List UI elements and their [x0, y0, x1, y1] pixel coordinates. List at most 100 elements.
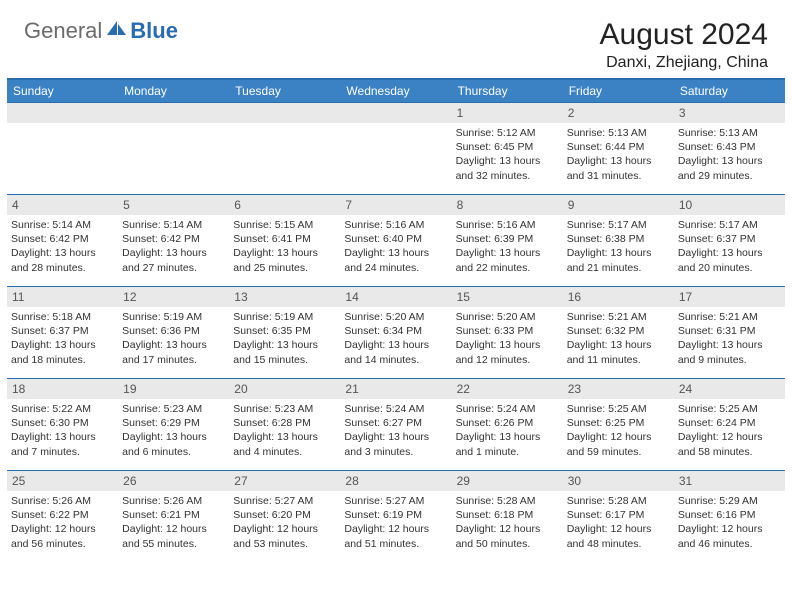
calendar-day-cell: 25Sunrise: 5:26 AMSunset: 6:22 PMDayligh…	[7, 471, 118, 563]
calendar-day-cell: 10Sunrise: 5:17 AMSunset: 6:37 PMDayligh…	[674, 195, 785, 287]
month-title: August 2024	[600, 18, 768, 52]
day-number: 23	[563, 379, 674, 399]
calendar-day-cell: 8Sunrise: 5:16 AMSunset: 6:39 PMDaylight…	[452, 195, 563, 287]
sunrise-line: Sunrise: 5:25 AM	[678, 402, 781, 416]
logo-text-general: General	[24, 18, 102, 44]
calendar-day-cell: 11Sunrise: 5:18 AMSunset: 6:37 PMDayligh…	[7, 287, 118, 379]
sunrise-line: Sunrise: 5:27 AM	[233, 494, 336, 508]
sunset-line: Sunset: 6:42 PM	[122, 232, 225, 246]
calendar-day-cell: 24Sunrise: 5:25 AMSunset: 6:24 PMDayligh…	[674, 379, 785, 471]
day-number: 2	[563, 103, 674, 123]
day-number: 4	[7, 195, 118, 215]
daylight-line: Daylight: 13 hours and 29 minutes.	[678, 154, 781, 182]
calendar-day-cell: 20 Sunrise: 5:23 AMSunset: 6:28 PMDayligh…	[229, 379, 340, 471]
day-number: 21	[340, 379, 451, 399]
sunset-line: Sunset: 6:34 PM	[344, 324, 447, 338]
sunset-line: Sunset: 6:27 PM	[344, 416, 447, 430]
day-number: 15	[452, 287, 563, 307]
calendar-day-cell	[7, 103, 118, 195]
sunset-line: Sunset: 6:16 PM	[678, 508, 781, 522]
calendar-day-cell: 12Sunrise: 5:19 AMSunset: 6:36 PMDayligh…	[118, 287, 229, 379]
day-number	[340, 103, 451, 123]
day-details: Sunrise: 5:22 AMSunset: 6:30 PMDaylight:…	[7, 399, 118, 461]
sunrise-line: Sunrise: 5:16 AM	[344, 218, 447, 232]
weekday-header: Saturday	[674, 79, 785, 103]
sunset-line: Sunset: 6:35 PM	[233, 324, 336, 338]
sunrise-line: Sunrise: 5:17 AM	[567, 218, 670, 232]
day-details: Sunrise: 5:15 AMSunset: 6:41 PMDaylight:…	[229, 215, 340, 277]
calendar-day-cell: 13Sunrise: 5:19 AMSunset: 6:35 PMDayligh…	[229, 287, 340, 379]
calendar-week-row: 18Sunrise: 5:22 AMSunset: 6:30 PMDayligh…	[7, 379, 785, 471]
sunrise-line: Sunrise: 5:17 AM	[678, 218, 781, 232]
sunrise-line: Sunrise: 5:18 AM	[11, 310, 114, 324]
sunset-line: Sunset: 6:17 PM	[567, 508, 670, 522]
sunset-line: Sunset: 6:38 PM	[567, 232, 670, 246]
sunset-line: Sunset: 6:18 PM	[456, 508, 559, 522]
calendar-day-cell: 9Sunrise: 5:17 AMSunset: 6:38 PMDaylight…	[563, 195, 674, 287]
day-details: Sunrise: 5:23 AMSunset: 6:29 PMDaylight:…	[118, 399, 229, 461]
calendar-day-cell: 31Sunrise: 5:29 AMSunset: 6:16 PMDayligh…	[674, 471, 785, 563]
calendar-table: Sunday Monday Tuesday Wednesday Thursday…	[7, 78, 785, 563]
calendar-day-cell: 18Sunrise: 5:22 AMSunset: 6:30 PMDayligh…	[7, 379, 118, 471]
day-number: 30	[563, 471, 674, 491]
calendar-day-cell: 14Sunrise: 5:20 AMSunset: 6:34 PMDayligh…	[340, 287, 451, 379]
weekday-header: Tuesday	[229, 79, 340, 103]
sunset-line: Sunset: 6:28 PM	[233, 416, 336, 430]
calendar-week-row: 25Sunrise: 5:26 AMSunset: 6:22 PMDayligh…	[7, 471, 785, 563]
calendar-day-cell: 26Sunrise: 5:26 AMSunset: 6:21 PMDayligh…	[118, 471, 229, 563]
calendar-body: 1Sunrise: 5:12 AMSunset: 6:45 PMDaylight…	[7, 103, 785, 563]
sunrise-line: Sunrise: 5:14 AM	[122, 218, 225, 232]
day-details: Sunrise: 5:21 AMSunset: 6:31 PMDaylight:…	[674, 307, 785, 369]
weekday-header: Thursday	[452, 79, 563, 103]
day-number: 25	[7, 471, 118, 491]
sunset-line: Sunset: 6:24 PM	[678, 416, 781, 430]
calendar-day-cell: 2Sunrise: 5:13 AMSunset: 6:44 PMDaylight…	[563, 103, 674, 195]
calendar-week-row: 11Sunrise: 5:18 AMSunset: 6:37 PMDayligh…	[7, 287, 785, 379]
day-number: 20	[229, 379, 340, 399]
day-number: 16	[563, 287, 674, 307]
day-details: Sunrise: 5:13 AMSunset: 6:43 PMDaylight:…	[674, 123, 785, 185]
weekday-header: Monday	[118, 79, 229, 103]
day-details: Sunrise: 5:14 AMSunset: 6:42 PMDaylight:…	[118, 215, 229, 277]
weekday-header: Friday	[563, 79, 674, 103]
daylight-line: Daylight: 13 hours and 24 minutes.	[344, 246, 447, 274]
sunset-line: Sunset: 6:42 PM	[11, 232, 114, 246]
sunset-line: Sunset: 6:39 PM	[456, 232, 559, 246]
sunrise-line: Sunrise: 5:25 AM	[567, 402, 670, 416]
daylight-line: Daylight: 12 hours and 53 minutes.	[233, 522, 336, 550]
day-details: Sunrise: 5:27 AMSunset: 6:20 PMDaylight:…	[229, 491, 340, 553]
day-number: 28	[340, 471, 451, 491]
day-number: 18	[7, 379, 118, 399]
sunset-line: Sunset: 6:26 PM	[456, 416, 559, 430]
calendar-day-cell: 23Sunrise: 5:25 AMSunset: 6:25 PMDayligh…	[563, 379, 674, 471]
calendar-day-cell	[118, 103, 229, 195]
day-details: Sunrise: 5:20 AMSunset: 6:34 PMDaylight:…	[340, 307, 451, 369]
sunrise-line: Sunrise: 5:23 AM	[233, 402, 336, 416]
daylight-line: Daylight: 13 hours and 14 minutes.	[344, 338, 447, 366]
daylight-line: Daylight: 13 hours and 25 minutes.	[233, 246, 336, 274]
calendar-day-cell: 16Sunrise: 5:21 AMSunset: 6:32 PMDayligh…	[563, 287, 674, 379]
sunset-line: Sunset: 6:44 PM	[567, 140, 670, 154]
daylight-line: Daylight: 12 hours and 46 minutes.	[678, 522, 781, 550]
calendar-day-cell: 7Sunrise: 5:16 AMSunset: 6:40 PMDaylight…	[340, 195, 451, 287]
day-details: Sunrise: 5:26 AMSunset: 6:22 PMDaylight:…	[7, 491, 118, 553]
day-number: 6	[229, 195, 340, 215]
location: Danxi, Zhejiang, China	[600, 54, 768, 72]
daylight-line: Daylight: 13 hours and 6 minutes.	[122, 430, 225, 458]
daylight-line: Daylight: 13 hours and 7 minutes.	[11, 430, 114, 458]
daylight-line: Daylight: 12 hours and 50 minutes.	[456, 522, 559, 550]
daylight-line: Daylight: 13 hours and 11 minutes.	[567, 338, 670, 366]
calendar-day-cell: 15Sunrise: 5:20 AMSunset: 6:33 PMDayligh…	[452, 287, 563, 379]
day-number: 22	[452, 379, 563, 399]
sunrise-line: Sunrise: 5:19 AM	[233, 310, 336, 324]
daylight-line: Daylight: 13 hours and 32 minutes.	[456, 154, 559, 182]
day-details: Sunrise: 5:26 AMSunset: 6:21 PMDaylight:…	[118, 491, 229, 553]
calendar-day-cell: 3Sunrise: 5:13 AMSunset: 6:43 PMDaylight…	[674, 103, 785, 195]
sunrise-line: Sunrise: 5:29 AM	[678, 494, 781, 508]
daylight-line: Daylight: 13 hours and 4 minutes.	[233, 430, 336, 458]
day-number: 11	[7, 287, 118, 307]
sunset-line: Sunset: 6:33 PM	[456, 324, 559, 338]
daylight-line: Daylight: 13 hours and 17 minutes.	[122, 338, 225, 366]
day-details: Sunrise: 5:28 AMSunset: 6:17 PMDaylight:…	[563, 491, 674, 553]
header: General Blue August 2024 Danxi, Zhejiang…	[0, 0, 792, 78]
